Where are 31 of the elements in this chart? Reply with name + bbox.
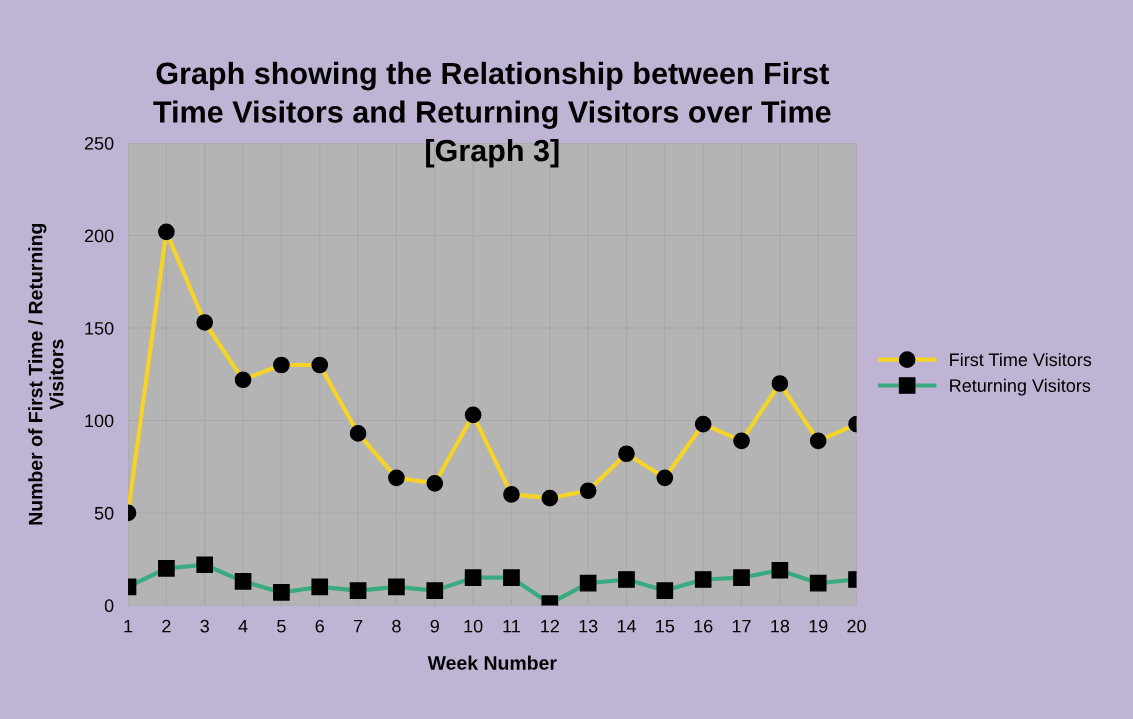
x-tick-label: 3	[200, 619, 209, 633]
x-tick-label: 1	[124, 619, 133, 633]
x-tick-label: 20	[847, 619, 866, 633]
x-tick-label: 17	[732, 619, 751, 633]
chart-title: Graph showing the Relationship between First Time Visitors and Returning Visitors over Time [Graph 3]	[153, 61, 831, 168]
y-tick-label: 250	[84, 137, 114, 150]
x-tick-label: 11	[503, 619, 520, 633]
x-tick-label: 15	[656, 619, 675, 633]
x-tick-label: 19	[809, 619, 828, 633]
x-axis-title: Week Number	[427, 655, 557, 670]
x-tick-label: 13	[579, 619, 598, 633]
x-tick-label: 10	[464, 619, 483, 633]
y-axis-title: Number of First Time / Returning Visitors	[28, 223, 64, 525]
y-tick-label: 150	[85, 321, 114, 335]
x-tick-label: 18	[771, 619, 790, 633]
y-tick-label: 0	[104, 599, 114, 613]
x-tick-label: 14	[617, 619, 636, 633]
y-tick-label: 50	[94, 506, 114, 520]
y-tick-label: 200	[84, 229, 114, 243]
x-tick-label: 8	[392, 619, 401, 633]
x-tick-label: 9	[430, 619, 439, 633]
x-tick-label: 5	[277, 619, 286, 633]
legend-label: Returning Visitors	[950, 378, 1091, 396]
y-tick-label: 100	[85, 414, 114, 428]
legend-label: First Time Visitors	[950, 352, 1092, 367]
x-tick-label: 12	[541, 619, 559, 633]
x-tick-label: 16	[694, 619, 713, 633]
x-tick-label: 4	[238, 619, 248, 633]
x-tick-label: 6	[315, 619, 324, 633]
x-tick-label: 2	[162, 619, 171, 633]
x-tick-label: 7	[353, 619, 363, 633]
